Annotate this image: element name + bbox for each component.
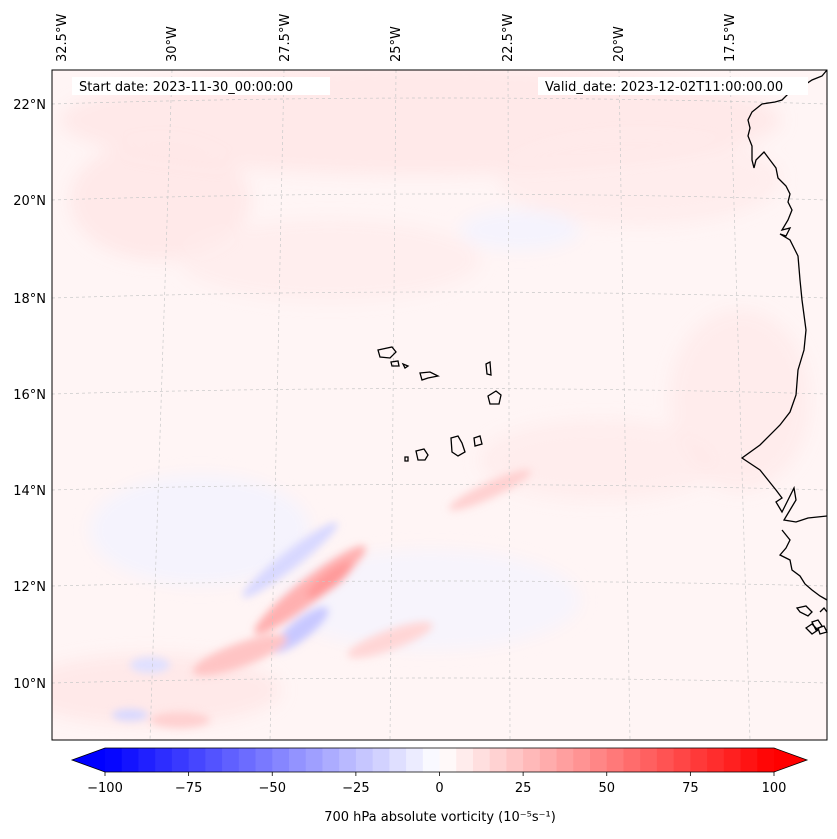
colorbar-cell xyxy=(272,748,290,772)
lon-label: 27.5°W xyxy=(278,14,293,62)
colorbar-cell xyxy=(723,748,742,772)
valid-date-box xyxy=(538,77,808,95)
lon-label: 25°W xyxy=(389,26,404,62)
colorbar-tick-label: −25 xyxy=(342,781,369,796)
africa-coastline xyxy=(740,69,828,635)
colorbar-cell xyxy=(121,748,140,772)
colorbar-cell xyxy=(707,748,725,772)
map-frame xyxy=(51,69,828,741)
colorbar-cell xyxy=(439,748,457,772)
lat-label: 10°N xyxy=(13,677,46,692)
colorbar-cell xyxy=(489,748,508,772)
colorbar-variable: 700 hPa absolute vorticity xyxy=(324,810,494,825)
colorbar-cell xyxy=(590,748,608,772)
colorbar-cell xyxy=(757,748,775,772)
lon-label: 17.5°W xyxy=(723,14,738,62)
colorbar-ticks: −100 −75 −50 −25 0 25 50 75 100 xyxy=(87,772,786,796)
lat-label: 18°N xyxy=(13,292,46,307)
colorbar-cell xyxy=(573,748,591,772)
colorbar-units: 10⁻⁵s⁻¹ xyxy=(503,810,550,825)
colorbar-tick-label: 25 xyxy=(515,781,532,796)
colorbar-cell xyxy=(623,748,641,772)
colorbar-cell xyxy=(305,748,324,772)
broad-anomalies xyxy=(52,70,810,725)
start-date-box xyxy=(72,77,330,95)
colorbar-tick-label: 75 xyxy=(682,781,699,796)
colorbar-cell xyxy=(188,748,206,772)
colorbar-cell xyxy=(740,748,758,772)
colorbar-title: 700 hPa absolute vorticity (10⁻⁵s⁻¹) xyxy=(324,810,556,825)
colorbar-cell xyxy=(138,748,156,772)
colorbar-cell xyxy=(406,748,424,772)
lon-labels: 32.5°W 30°W 27.5°W 25°W 22.5°W 20°W 17.5… xyxy=(55,14,738,62)
colorbar-tick-label: 100 xyxy=(762,781,787,796)
colorbar-tick-label: 50 xyxy=(598,781,615,796)
colorbar-cell xyxy=(322,748,340,772)
colorbar-cell xyxy=(389,748,407,772)
colorbar-tick-label: 0 xyxy=(435,781,443,796)
start-date-label: Start date: 2023-11-30_00:00:00 xyxy=(79,80,293,95)
colorbar-cell xyxy=(171,748,190,772)
colorbar-cell xyxy=(656,748,675,772)
lat-label: 22°N xyxy=(13,98,46,113)
lat-label: 12°N xyxy=(13,580,46,595)
vorticity-field xyxy=(52,70,827,740)
gridlines xyxy=(52,70,827,740)
colorbar-cell xyxy=(506,748,524,772)
colorbar-cell xyxy=(523,748,541,772)
colorbar-cell xyxy=(222,748,240,772)
colorbar-extend-min xyxy=(72,748,105,772)
lat-labels: 22°N 20°N 18°N 16°N 14°N 12°N 10°N xyxy=(13,98,46,692)
colorbar: −100 −75 −50 −25 0 25 50 75 100 700 hPa absolute… xyxy=(70,747,809,825)
colorbar-cell xyxy=(355,748,374,772)
lat-label: 14°N xyxy=(13,484,46,499)
colorbar-tick-label: −100 xyxy=(87,781,123,796)
colorbar-cell xyxy=(238,748,257,772)
lon-label: 20°W xyxy=(612,26,627,62)
lon-label: 22.5°W xyxy=(501,14,516,62)
colorbar-cell xyxy=(339,748,357,772)
colorbar-cell xyxy=(372,748,390,772)
colorbar-cell xyxy=(556,748,574,772)
colorbar-cell xyxy=(606,748,625,772)
lat-label: 20°N xyxy=(13,194,46,209)
colorbar-cell xyxy=(472,748,491,772)
lon-label: 30°W xyxy=(165,26,180,62)
valid-date-label: Valid_date: 2023-12-02T11:00:00.00 xyxy=(545,80,783,95)
colorbar-cell xyxy=(456,748,474,772)
colorbar-cell xyxy=(539,748,558,772)
lat-label: 16°N xyxy=(13,388,46,403)
colorbar-cell xyxy=(640,748,658,772)
cape-verde-islands xyxy=(377,346,502,462)
colorbar-cell xyxy=(155,748,173,772)
lon-label: 32.5°W xyxy=(55,14,70,62)
colorbar-cell xyxy=(673,748,691,772)
colorbar-cell xyxy=(422,748,441,772)
colorbar-cell xyxy=(690,748,708,772)
colorbar-tick-label: −50 xyxy=(259,781,286,796)
colorbar-cell xyxy=(105,748,123,772)
vortex-streak xyxy=(112,469,531,728)
colorbar-cell xyxy=(205,748,223,772)
colorbar-cell xyxy=(288,748,307,772)
colorbar-extend-max xyxy=(774,748,807,772)
colorbar-cell xyxy=(255,748,273,772)
colorbar-tick-label: −75 xyxy=(175,781,202,796)
colorbar-cells xyxy=(105,748,775,772)
